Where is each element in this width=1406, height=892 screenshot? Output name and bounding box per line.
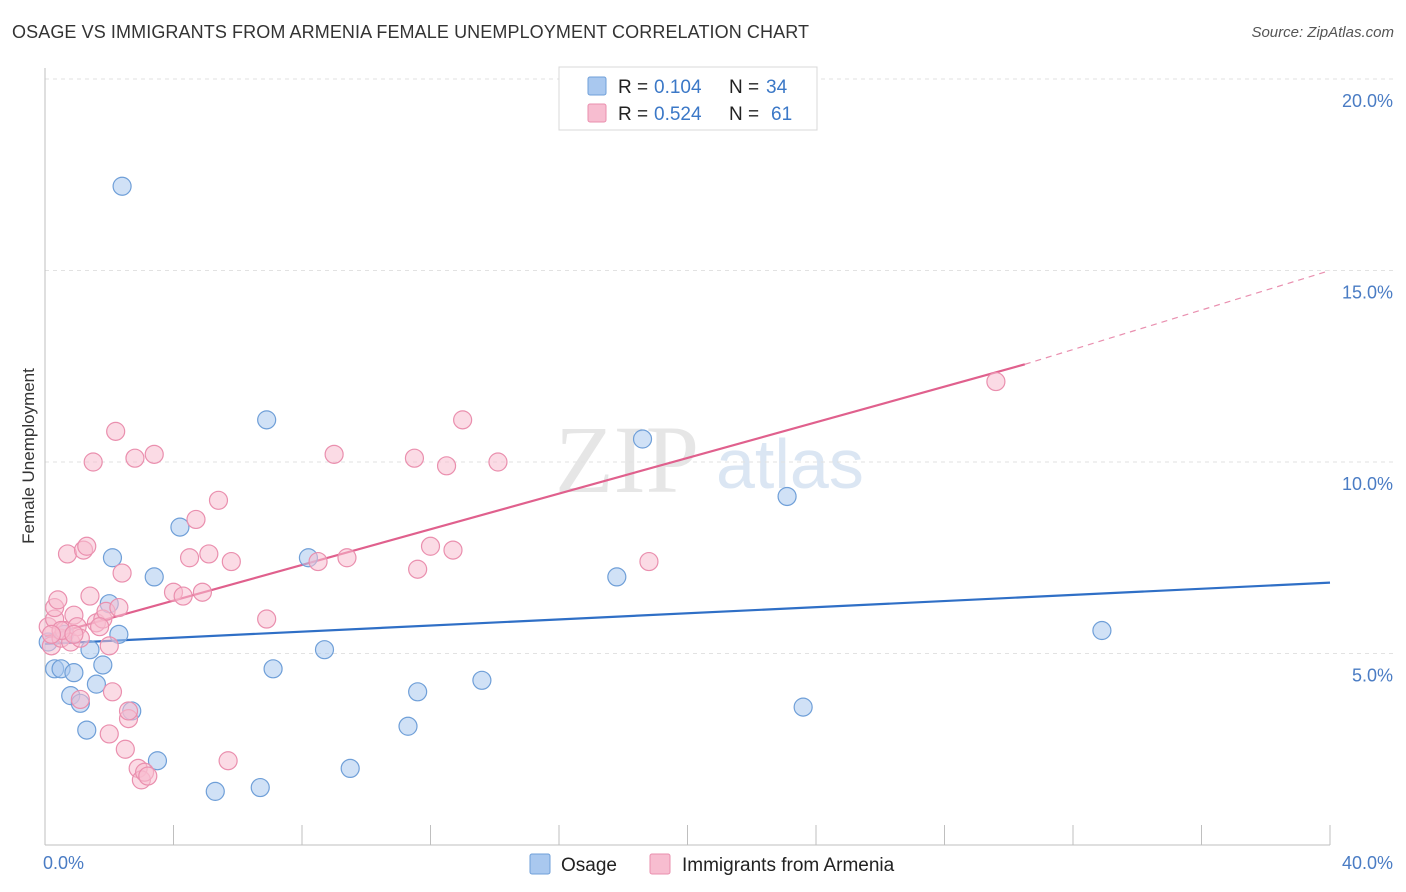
y-tick-label: 15.0% [1342, 283, 1393, 303]
armenia-point [420, 536, 441, 556]
legend-swatch-osage [587, 76, 607, 96]
osage-point [314, 640, 335, 660]
armenia-point [80, 586, 100, 606]
osage-point [147, 751, 168, 771]
x-tick-label-min: 0.0% [43, 853, 84, 873]
chart-title: OSAGE VS IMMIGRANTS FROM ARMENIA FEMALE … [12, 22, 810, 42]
armenia-point [639, 551, 659, 572]
bottom-legend-label-armenia: Immigrants from Armenia [682, 855, 895, 876]
osage-trend-line [44, 581, 1331, 646]
armenia-point [488, 452, 508, 472]
armenia-point [436, 456, 457, 476]
armenia-point [186, 509, 206, 530]
bottom-legend-label-osage: Osage [561, 855, 617, 876]
armenia-point [64, 624, 84, 644]
armenia-point [125, 448, 145, 468]
y-tick-label: 20.0% [1342, 91, 1393, 111]
legend-n-value-osage: 34 [766, 77, 788, 98]
armenia-point [221, 551, 241, 572]
armenia-point [83, 452, 103, 472]
armenia-point [70, 689, 90, 710]
data-points [38, 176, 1112, 801]
osage-point [102, 548, 123, 568]
osage-point [86, 674, 107, 694]
armenia-point [115, 739, 135, 759]
osage-point [263, 659, 283, 679]
armenia-point [109, 597, 129, 618]
armenia-point [192, 582, 213, 602]
y-tick-label: 5.0% [1352, 666, 1393, 686]
armenia-point [337, 548, 357, 568]
armenia-point [48, 590, 68, 610]
armenia-trend-extension [1024, 269, 1331, 365]
osage-point [340, 758, 360, 779]
legend-swatch-armenia [587, 103, 607, 123]
osage-point [112, 176, 132, 196]
osage-point [77, 720, 97, 740]
tick-labels: 5.0% 10.0% 15.0% 20.0% 0.0% 40.0% [43, 91, 1393, 873]
armenia-point [106, 421, 126, 441]
armenia-point [99, 636, 119, 656]
legend-n-value-armenia: 61 [771, 104, 792, 125]
osage-point [1092, 620, 1112, 641]
series-legend: Osage Immigrants from Armenia [529, 853, 895, 876]
chart-source: Source: ZipAtlas.com [1251, 24, 1394, 41]
osage-point [257, 410, 277, 430]
armenia-point [404, 448, 425, 468]
armenia-point [57, 544, 78, 564]
armenia-point [308, 551, 328, 572]
legend-r-value-osage: 0.104 [654, 77, 702, 98]
legend-n-label-osage: N = [729, 77, 759, 98]
armenia-point [41, 624, 62, 644]
armenia-point [443, 540, 463, 560]
osage-point [93, 655, 113, 675]
osage-point [632, 429, 653, 449]
legend-r-label-armenia: R = [618, 104, 648, 125]
legend-r-label-osage: R = [618, 77, 648, 98]
bottom-legend-swatch-armenia [649, 853, 671, 875]
armenia-point [112, 563, 132, 583]
osage-point [607, 567, 627, 587]
watermark-zip: ZIP [555, 406, 699, 513]
armenia-point [408, 559, 428, 579]
armenia-point [90, 617, 110, 637]
armenia-point [138, 766, 158, 786]
armenia-point [77, 536, 97, 556]
osage-point [205, 781, 225, 801]
armenia-point [218, 751, 238, 771]
osage-point [64, 663, 84, 683]
armenia-point [199, 544, 219, 564]
armenia-point [208, 490, 229, 510]
osage-point [170, 517, 190, 537]
armenia-point [99, 724, 119, 744]
osage-point [144, 567, 164, 587]
osage-point [398, 716, 418, 736]
axes [44, 68, 1331, 846]
y-axis-title: Female Unemployment [19, 368, 38, 544]
osage-point [472, 670, 492, 690]
osage-point [777, 486, 797, 507]
trend-lines [44, 269, 1331, 646]
armenia-point [144, 444, 164, 464]
armenia-point [453, 410, 473, 430]
bottom-legend-swatch-osage [529, 853, 551, 875]
armenia-point [179, 548, 200, 568]
armenia-point [118, 701, 139, 721]
armenia-point [986, 371, 1006, 392]
armenia-point [324, 444, 344, 464]
grid-lines [45, 78, 1395, 654]
legend-r-value-armenia: 0.524 [654, 104, 702, 125]
armenia-point [173, 586, 193, 606]
y-tick-label: 10.0% [1342, 474, 1393, 494]
osage-point [250, 777, 270, 798]
osage-point [793, 697, 813, 717]
legend-n-label-armenia: N = [729, 104, 759, 125]
correlation-legend: R = 0.104 N = 34 R = 0.524 N = 61 [558, 66, 818, 131]
x-tick-label-max: 40.0% [1342, 853, 1393, 873]
osage-point [408, 682, 428, 702]
armenia-point [257, 609, 277, 629]
armenia-point [102, 682, 123, 702]
